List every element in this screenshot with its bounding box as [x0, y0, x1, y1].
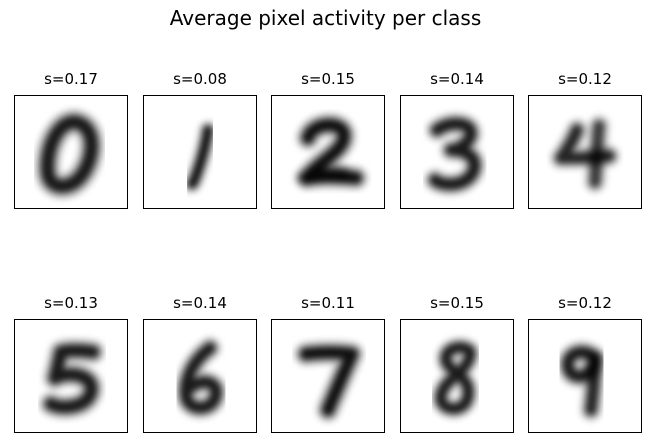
panel-title-6: s=0.14 [173, 294, 227, 312]
heatmap-image-5 [14, 319, 128, 433]
panel-digit-1: s=0.08 [143, 70, 257, 209]
panel-digit-8: s=0.15 [400, 294, 514, 433]
panel-title-5: s=0.13 [44, 294, 98, 312]
panel-title-2: s=0.15 [301, 70, 355, 88]
activity-core-2-1 [299, 167, 349, 183]
figure-title: Average pixel activity per class [169, 6, 482, 30]
heatmap-svg-9 [557, 341, 606, 421]
heatmap-image-2 [271, 95, 385, 209]
heatmap-svg-2 [294, 113, 368, 190]
heatmap-image-0 [14, 95, 128, 209]
heatmap-image-1 [143, 95, 257, 209]
panel-digit-3: s=0.14 [400, 70, 514, 209]
panel-title-3: s=0.14 [430, 70, 484, 88]
heatmap-image-6 [143, 319, 257, 433]
activity-core-5-0 [45, 344, 99, 414]
heatmap-image-7 [271, 319, 385, 433]
heatmap-svg-0 [35, 109, 104, 199]
heatmap-image-4 [528, 95, 642, 209]
panel-title-9: s=0.12 [558, 294, 612, 312]
panel-digit-5: s=0.13 [14, 294, 128, 433]
activity-core-4-1 [589, 120, 605, 188]
panel-digit-4: s=0.12 [528, 70, 642, 209]
heatmap-svg-8 [431, 337, 480, 419]
heatmap-svg-1 [183, 121, 217, 193]
activity-core-0-0 [40, 115, 98, 193]
heatmap-svg-5 [39, 339, 105, 419]
panel-title-1: s=0.08 [173, 70, 227, 88]
heatmap-svg-7 [294, 341, 364, 422]
activity-core-7-0 [300, 346, 358, 416]
heatmap-image-8 [400, 319, 514, 433]
panel-digit-9: s=0.12 [528, 294, 642, 433]
activity-core-9-1 [585, 354, 601, 416]
heatmap-image-3 [400, 95, 514, 209]
panel-title-7: s=0.11 [301, 294, 355, 312]
heatmap-svg-6 [175, 337, 227, 419]
heatmap-image-9 [528, 319, 642, 433]
activity-core-8-0 [436, 342, 476, 414]
panel-title-4: s=0.12 [558, 70, 612, 88]
heatmap-svg-4 [550, 115, 620, 193]
panel-digit-2: s=0.15 [271, 70, 385, 209]
panel-title-0: s=0.17 [44, 70, 98, 88]
activity-core-1-0 [187, 125, 213, 189]
panel-digit-0: s=0.17 [14, 70, 128, 209]
panel-title-8: s=0.15 [430, 294, 484, 312]
activity-core-3-0 [429, 118, 480, 190]
activity-core-6-0 [180, 342, 222, 414]
heatmap-svg-3 [424, 113, 485, 195]
panel-digit-6: s=0.14 [143, 294, 257, 433]
panel-digit-7: s=0.11 [271, 294, 385, 433]
